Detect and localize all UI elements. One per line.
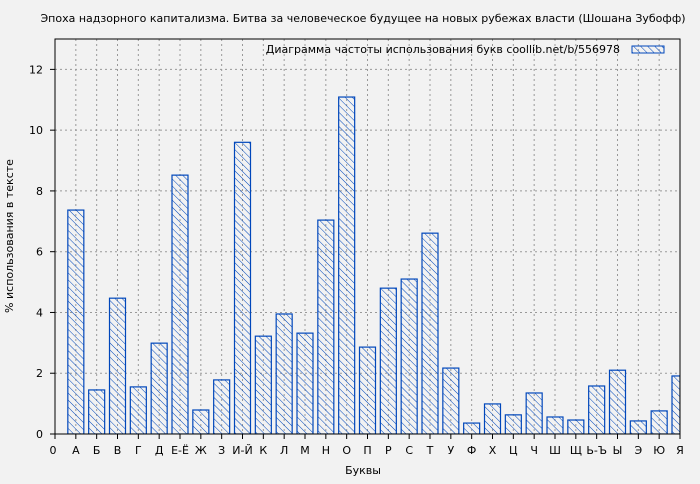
x-tick-label: Ж: [195, 444, 207, 457]
x-tick-label: Л: [280, 444, 288, 457]
grid: [55, 39, 680, 434]
bar: [275, 313, 293, 434]
bar: [338, 96, 356, 434]
bar: [567, 419, 585, 434]
bar: [150, 342, 168, 434]
y-tick-label: 12: [29, 63, 43, 76]
x-axis-label: Буквы: [345, 464, 381, 477]
y-tick-label: 0: [36, 428, 43, 441]
x-tick-label: С: [405, 444, 413, 457]
x-tick-label: Д: [155, 444, 164, 457]
x-tick-label: П: [363, 444, 371, 457]
x-tick-label: Р: [385, 444, 392, 457]
bar: [317, 219, 335, 434]
x-tick-label: Н: [322, 444, 330, 457]
x-tick-label: Щ: [570, 444, 582, 457]
x-tick-label: Ч: [530, 444, 538, 457]
x-tick-label: Х: [489, 444, 497, 457]
bar: [629, 420, 647, 434]
bar: [171, 174, 189, 434]
axis-ticks: 0 2 4 6 8 10 12 0 А Б В Г Д Е-Ё Ж З И-Й К Л М Н О П Р С Т У Ф Х Ц Ч Ш Щ Ь…: [29, 63, 684, 457]
bar: [483, 403, 502, 434]
x-tick-label: А: [72, 444, 80, 457]
bar: [671, 375, 680, 434]
x-tick-label: К: [259, 444, 267, 457]
x-tick-label: Ц: [509, 444, 518, 457]
x-tick-label: 0: [50, 444, 57, 457]
legend: Диаграмма частоты использования букв coo…: [266, 43, 665, 56]
bar: [67, 209, 85, 434]
chart-title: Эпоха надзорного капитализма. Битва за ч…: [40, 12, 685, 25]
bar: [358, 346, 377, 434]
x-tick-label: Ы: [613, 444, 623, 457]
bar: [608, 369, 627, 434]
y-tick-label: 4: [36, 306, 43, 319]
x-tick-label: Ф: [467, 444, 476, 457]
bar: [421, 232, 439, 434]
y-axis-label: % использования в тексте: [3, 159, 16, 313]
bar: [525, 392, 543, 434]
legend-swatch: [631, 45, 665, 54]
bar: [504, 414, 522, 434]
legend-label: Диаграмма частоты использования букв coo…: [266, 43, 620, 56]
x-tick-label: Ю: [653, 444, 665, 457]
bar: [254, 335, 272, 434]
bar: [233, 141, 252, 434]
x-tick-label: М: [300, 444, 310, 457]
x-tick-label: Я: [676, 444, 684, 457]
bar: [379, 287, 397, 434]
y-tick-label: 10: [29, 124, 43, 137]
bar: [650, 410, 668, 434]
x-tick-label: В: [114, 444, 122, 457]
bar: [442, 367, 460, 434]
bar: [296, 332, 314, 434]
bar: [129, 386, 147, 434]
y-tick-label: 8: [36, 185, 43, 198]
bar: [588, 385, 606, 434]
x-tick-label: Э: [634, 444, 642, 457]
x-tick-label: Ь-Ъ: [586, 444, 607, 457]
x-tick-label: О: [342, 444, 351, 457]
x-tick-label: Г: [135, 444, 142, 457]
x-tick-label: И-Й: [232, 444, 252, 457]
bar: [88, 389, 106, 434]
bar: [463, 422, 481, 434]
bar: [108, 297, 127, 434]
x-tick-label: Е-Ё: [171, 444, 189, 457]
y-tick-label: 6: [36, 246, 43, 259]
x-tick-label: У: [447, 444, 454, 457]
x-tick-label: З: [218, 444, 225, 457]
bar: [192, 409, 210, 434]
bar: [213, 379, 231, 434]
x-tick-label: Б: [93, 444, 101, 457]
x-tick-label: Т: [426, 444, 434, 457]
y-tick-label: 2: [36, 367, 43, 380]
x-tick-label: Ш: [549, 444, 561, 457]
bar: [546, 416, 564, 434]
bar: [400, 278, 418, 434]
